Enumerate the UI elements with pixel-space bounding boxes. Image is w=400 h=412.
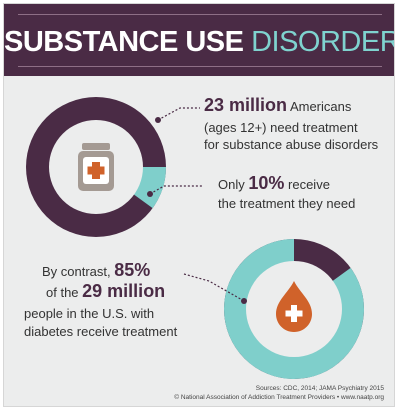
title-strong: SUBSTANCE USE	[4, 26, 244, 58]
stat-2-prefix: Only	[218, 177, 245, 192]
infographic-art	[26, 97, 364, 379]
connector-dot-3	[241, 298, 247, 304]
copyright-text: © National Association of Addiction Trea…	[174, 393, 384, 401]
stat-1-line-2: (ages 12+) need treatment	[204, 120, 358, 135]
stat-3-line-1: By contrast, 85%	[42, 260, 151, 280]
infographic: SUBSTANCE USE DISORDERS	[3, 3, 395, 407]
stat-2-line-2: the treatment they need	[218, 196, 356, 211]
blood-drop-icon	[276, 281, 312, 332]
connector-dot-1	[155, 117, 161, 123]
page-title: SUBSTANCE USE DISORDERS	[4, 26, 394, 58]
stat-3-value: 85%	[114, 260, 151, 280]
header-top-rule	[18, 14, 382, 15]
stat-3-value-2: 29 million	[82, 281, 166, 301]
medicine-jar-icon	[78, 143, 114, 191]
connector-line-1	[157, 107, 200, 121]
connector-line-3	[183, 273, 245, 302]
stat-2-line-1: Only 10% receive	[218, 173, 330, 193]
stat-1-line-1-rest: Americans	[289, 99, 352, 114]
stat-3-line-2-prefix: of the	[46, 285, 79, 300]
stat-3-line-3: people in the U.S. with	[24, 306, 155, 321]
stat-3-prefix: By contrast,	[42, 264, 111, 279]
connector-dot-2	[147, 191, 153, 197]
header-banner: SUBSTANCE USE DISORDERS	[4, 4, 394, 76]
title-light: DISORDERS	[251, 26, 394, 58]
sources-text: Sources: CDC, 2014; JAMA Psychiatry 2015	[255, 385, 384, 392]
stat-3-line-4: diabetes receive treatment	[24, 324, 178, 339]
header-bottom-rule	[18, 66, 382, 67]
stat-1-line-1: 23 million Americans	[204, 95, 352, 115]
stat-1-value: 23 million	[204, 95, 288, 115]
sources-footer: Sources: CDC, 2014; JAMA Psychiatry 2015…	[174, 385, 384, 402]
stat-2-value: 10%	[248, 173, 285, 193]
stat-3-line-2: of the 29 million	[46, 281, 166, 301]
connector-line-2	[149, 185, 202, 195]
stat-1-line-3: for substance abuse disorders	[204, 137, 379, 152]
stat-2-line-1-rest: receive	[288, 177, 330, 192]
